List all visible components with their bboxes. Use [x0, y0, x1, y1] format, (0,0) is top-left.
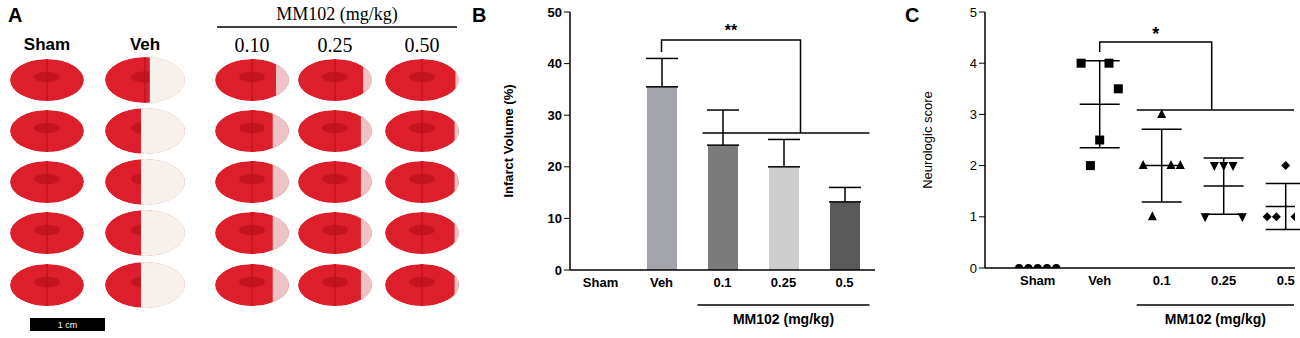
svg-text:Veh: Veh — [130, 35, 160, 54]
svg-text:C: C — [905, 4, 919, 26]
svg-text:0.10: 0.10 — [235, 34, 270, 56]
svg-text:0.25: 0.25 — [1211, 273, 1236, 288]
svg-text:Sham: Sham — [583, 275, 618, 290]
svg-text:1: 1 — [970, 209, 977, 224]
svg-text:A: A — [8, 4, 22, 26]
svg-text:0.50: 0.50 — [405, 34, 440, 56]
svg-text:MM102 (mg/kg): MM102 (mg/kg) — [276, 4, 398, 25]
svg-text:*: * — [1152, 24, 1159, 44]
svg-text:**: ** — [725, 22, 738, 39]
svg-text:0.25: 0.25 — [771, 275, 796, 290]
svg-text:Neurologic score: Neurologic score — [920, 91, 935, 189]
svg-text:Infarct Volume (%): Infarct Volume (%) — [501, 84, 516, 197]
svg-text:Sham: Sham — [24, 35, 70, 54]
svg-text:MM102 (mg/kg): MM102 (mg/kg) — [1165, 311, 1266, 327]
svg-text:10: 10 — [548, 211, 562, 226]
svg-text:0.5: 0.5 — [1277, 273, 1295, 288]
svg-text:0.1: 0.1 — [1153, 273, 1171, 288]
svg-text:0: 0 — [555, 263, 562, 278]
svg-text:B: B — [472, 4, 486, 26]
svg-text:40: 40 — [548, 56, 562, 71]
svg-text:5: 5 — [970, 5, 977, 20]
svg-text:3: 3 — [970, 107, 977, 122]
svg-text:50: 50 — [548, 5, 562, 20]
svg-text:Veh: Veh — [1088, 273, 1111, 288]
svg-text:0: 0 — [970, 261, 977, 276]
svg-text:30: 30 — [548, 108, 562, 123]
svg-text:2: 2 — [970, 158, 977, 173]
svg-text:MM102 (mg/kg): MM102 (mg/kg) — [733, 311, 834, 327]
svg-text:20: 20 — [548, 159, 562, 174]
svg-text:0.1: 0.1 — [713, 275, 731, 290]
svg-text:Veh: Veh — [650, 275, 673, 290]
svg-text:1 cm: 1 cm — [58, 320, 78, 330]
svg-text:4: 4 — [970, 56, 977, 71]
svg-text:Sham: Sham — [1020, 273, 1055, 288]
svg-text:0.25: 0.25 — [318, 34, 353, 56]
svg-text:0.5: 0.5 — [835, 275, 853, 290]
